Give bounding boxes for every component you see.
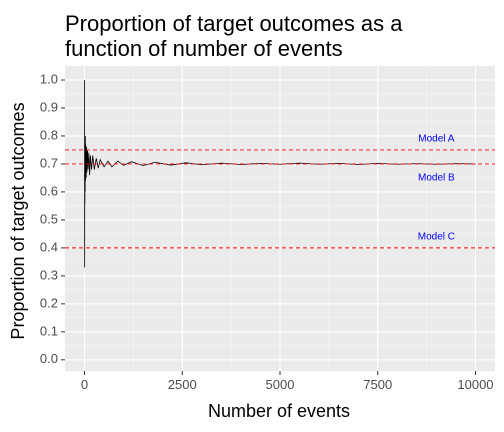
annotation-label: Model A bbox=[418, 133, 454, 144]
chart-title-line-2: function of number of events bbox=[65, 36, 343, 61]
x-tick-label: 0 bbox=[81, 377, 88, 392]
x-tick-label: 10000 bbox=[457, 377, 493, 392]
chart-title-line-1: Proportion of target outcomes as a bbox=[65, 11, 403, 36]
y-tick-label: 0.6 bbox=[40, 183, 58, 198]
x-axis-title: Number of events bbox=[208, 401, 350, 421]
annotation-label: Model C bbox=[418, 231, 455, 242]
x-tick-label: 7500 bbox=[363, 377, 392, 392]
y-axis-ticks: 0.0 0.1 0.2 0.3 0.4 0.5 0.6 0.7 0.8 0.9 1.0 bbox=[40, 71, 65, 366]
y-tick-label: 0.7 bbox=[40, 155, 58, 170]
y-tick-label: 0.3 bbox=[40, 267, 58, 282]
y-tick-label: 0.9 bbox=[40, 99, 58, 114]
y-tick-label: 0.2 bbox=[40, 295, 58, 310]
y-tick-label: 0.4 bbox=[40, 239, 58, 254]
x-tick-label: 2500 bbox=[168, 377, 197, 392]
x-axis-ticks: 0 2500 5000 7500 10000 bbox=[81, 371, 494, 392]
y-tick-label: 0.8 bbox=[40, 127, 58, 142]
x-tick-label: 5000 bbox=[266, 377, 295, 392]
y-tick-label: 0.0 bbox=[40, 351, 58, 366]
chart-title: Proportion of target outcomes as a funct… bbox=[65, 11, 403, 61]
y-tick-label: 0.1 bbox=[40, 323, 58, 338]
reference-lines bbox=[65, 149, 495, 249]
annotation-label: Model B bbox=[418, 173, 455, 184]
annotations: Model A Model B Model C bbox=[418, 133, 455, 242]
y-axis-title: Proportion of target outcomes bbox=[8, 102, 28, 339]
y-tick-label: 1.0 bbox=[40, 71, 58, 86]
y-tick-label: 0.5 bbox=[40, 211, 58, 226]
